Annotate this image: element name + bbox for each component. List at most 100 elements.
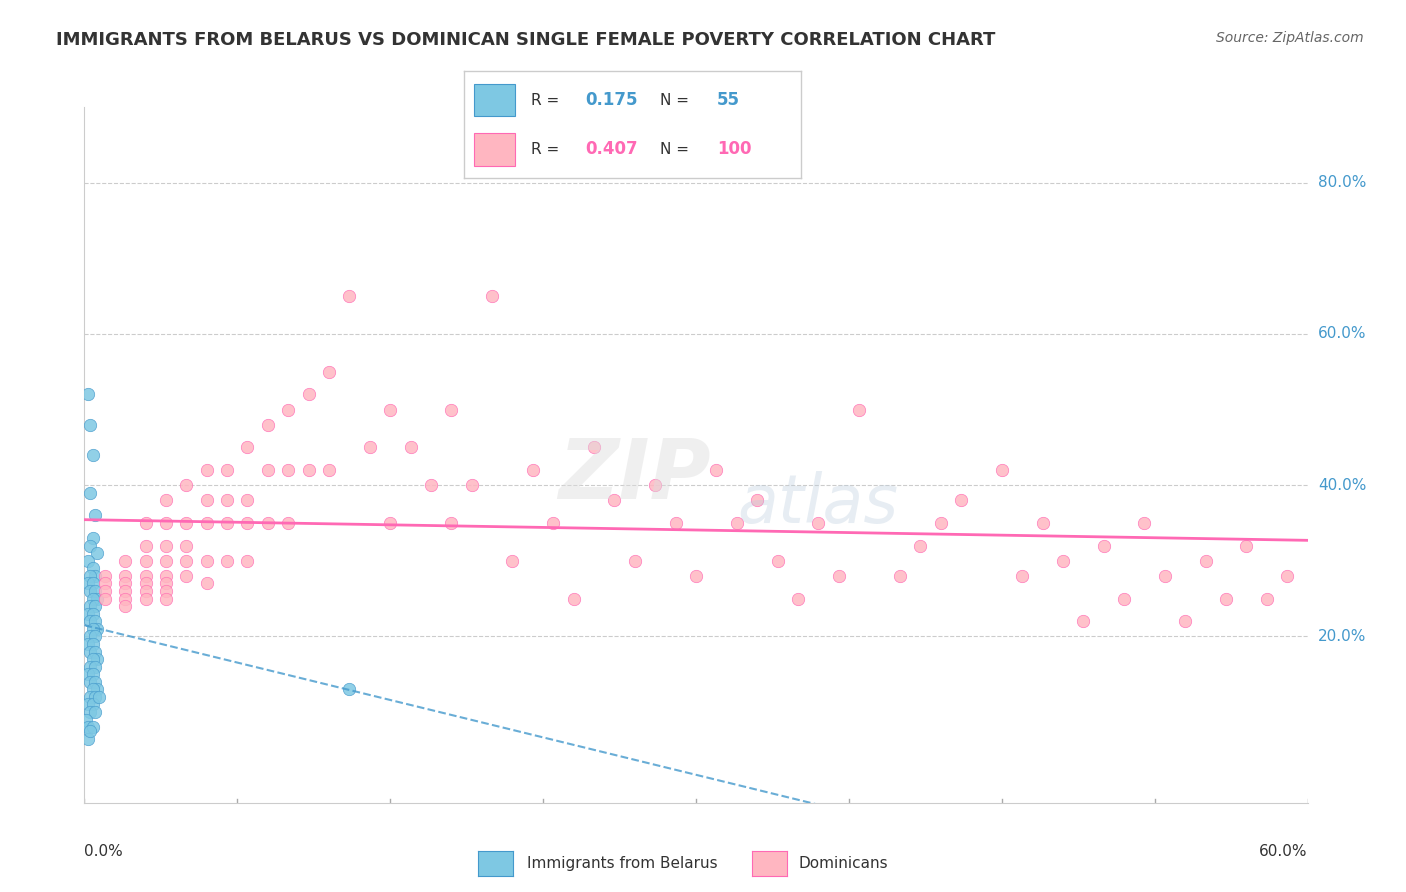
Point [155,493,177,508]
Point [461,478,484,492]
Point [236,516,259,530]
Point [83,690,105,704]
Point [174,554,197,568]
FancyBboxPatch shape [474,134,515,166]
Point [87,690,110,704]
Point [318,365,340,379]
Point [991,463,1014,477]
Point [298,463,321,477]
Text: 60.0%: 60.0% [1260,845,1308,859]
Point [277,402,299,417]
Point [1052,554,1074,568]
Point [83,644,105,658]
Point [1114,591,1136,606]
Point [114,554,136,568]
Point [481,289,503,303]
Point [86,622,108,636]
Point [79,644,101,658]
Point [93,584,115,599]
Point [747,493,769,508]
Point [195,493,218,508]
Point [83,674,105,689]
Point [83,615,105,629]
Point [848,402,870,417]
Point [135,584,157,599]
Point [82,591,104,606]
Point [195,516,218,530]
Point [562,591,585,606]
Point [420,478,443,492]
Point [77,554,100,568]
Point [79,584,101,599]
Point [155,576,177,591]
Text: 40.0%: 40.0% [1317,478,1367,492]
Point [82,607,104,621]
Point [174,569,197,583]
Text: N =: N = [659,93,693,108]
Point [83,599,105,614]
Point [77,637,100,651]
Text: 60.0%: 60.0% [1317,326,1367,342]
Text: 55: 55 [717,91,740,109]
Point [135,516,157,530]
Point [77,607,100,621]
Point [93,576,115,591]
Point [318,463,340,477]
Point [217,493,239,508]
Point [135,591,157,606]
Point [82,622,104,636]
Point [1071,615,1094,629]
Point [704,463,728,477]
Point [135,539,157,553]
Point [86,682,108,697]
Point [155,539,177,553]
Point [82,448,104,462]
Point [83,508,105,523]
Point [236,554,259,568]
Text: Source: ZipAtlas.com: Source: ZipAtlas.com [1216,31,1364,45]
Point [807,516,830,530]
Point [82,720,104,734]
Text: N =: N = [659,142,693,157]
Point [236,493,259,508]
Point [83,705,105,719]
Point [766,554,789,568]
Point [1275,569,1298,583]
Point [1153,569,1175,583]
Point [298,387,321,401]
Point [440,402,463,417]
Point [725,516,748,530]
Point [155,591,177,606]
Point [77,667,100,681]
Point [77,698,100,712]
Point [114,599,136,614]
Point [543,516,565,530]
Point [83,659,105,673]
Point [82,637,104,651]
Point [399,441,422,455]
Point [257,516,280,530]
Point [83,584,105,599]
Point [135,576,157,591]
Text: R =: R = [531,93,565,108]
Point [93,569,115,583]
Text: Dominicans: Dominicans [799,856,889,871]
Point [79,485,101,500]
Point [114,576,136,591]
Point [277,516,299,530]
Point [277,463,299,477]
Text: IMMIGRANTS FROM BELARUS VS DOMINICAN SINGLE FEMALE POVERTY CORRELATION CHART: IMMIGRANTS FROM BELARUS VS DOMINICAN SIN… [56,31,995,49]
Point [82,667,104,681]
Text: Immigrants from Belarus: Immigrants from Belarus [527,856,718,871]
Point [155,516,177,530]
Point [77,576,100,591]
Point [93,591,115,606]
Text: atlas: atlas [738,471,898,537]
Point [1234,539,1257,553]
Point [114,569,136,583]
Point [79,629,101,643]
Point [1195,554,1218,568]
Point [135,554,157,568]
Point [787,591,810,606]
Point [79,539,101,553]
